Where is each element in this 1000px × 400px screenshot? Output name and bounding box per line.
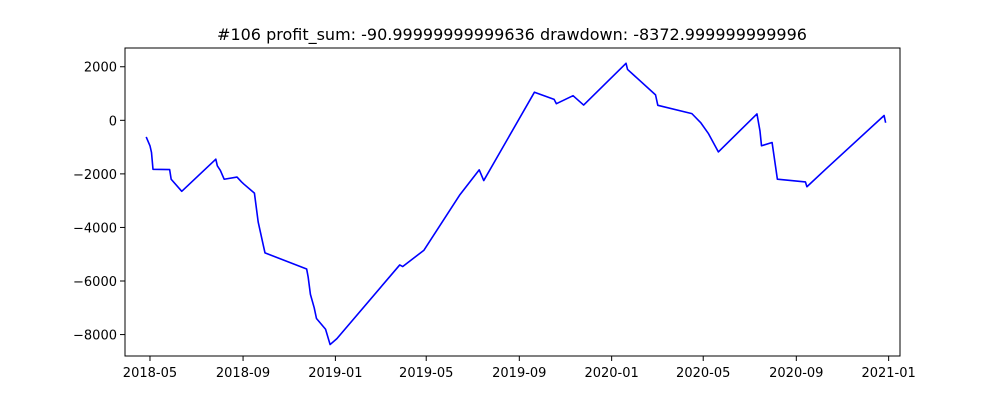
x-tick-label: 2020-01 bbox=[584, 366, 638, 381]
y-tick-label: −2000 bbox=[73, 168, 117, 183]
x-tick-label: 2019-05 bbox=[399, 366, 453, 381]
x-tick-label: 2018-09 bbox=[216, 366, 270, 381]
y-tick-label: −4000 bbox=[73, 221, 117, 236]
x-tick-label: 2019-09 bbox=[492, 366, 546, 381]
plot-area: 2018-05 2018-09 2019-01 2019-05 2019-09 2020-… bbox=[73, 47, 916, 381]
series-layer bbox=[145, 62, 887, 346]
x-tick-label: 2021-01 bbox=[861, 366, 915, 381]
y-tick-label: −8000 bbox=[73, 329, 117, 344]
axes-frame bbox=[124, 47, 901, 357]
series-line bbox=[145, 62, 887, 346]
x-tick-label: 2018-05 bbox=[123, 366, 177, 381]
x-axis-ticks: 2018-05 2018-09 2019-01 2019-05 2019-09 2020-… bbox=[123, 356, 916, 381]
x-tick-label: 2020-05 bbox=[676, 366, 730, 381]
x-tick-label: 2020-09 bbox=[769, 366, 823, 381]
x-tick-label: 2019-01 bbox=[308, 366, 362, 381]
y-tick-label: −6000 bbox=[73, 275, 117, 290]
y-tick-label: 2000 bbox=[84, 61, 117, 76]
y-tick-label: 0 bbox=[109, 114, 117, 129]
y-axis-ticks: 2000 0 −2000 −4000 −6000 −8000 bbox=[73, 61, 125, 344]
chart-title: #106 profit_sum: -90.99999999999636 draw… bbox=[217, 25, 807, 45]
